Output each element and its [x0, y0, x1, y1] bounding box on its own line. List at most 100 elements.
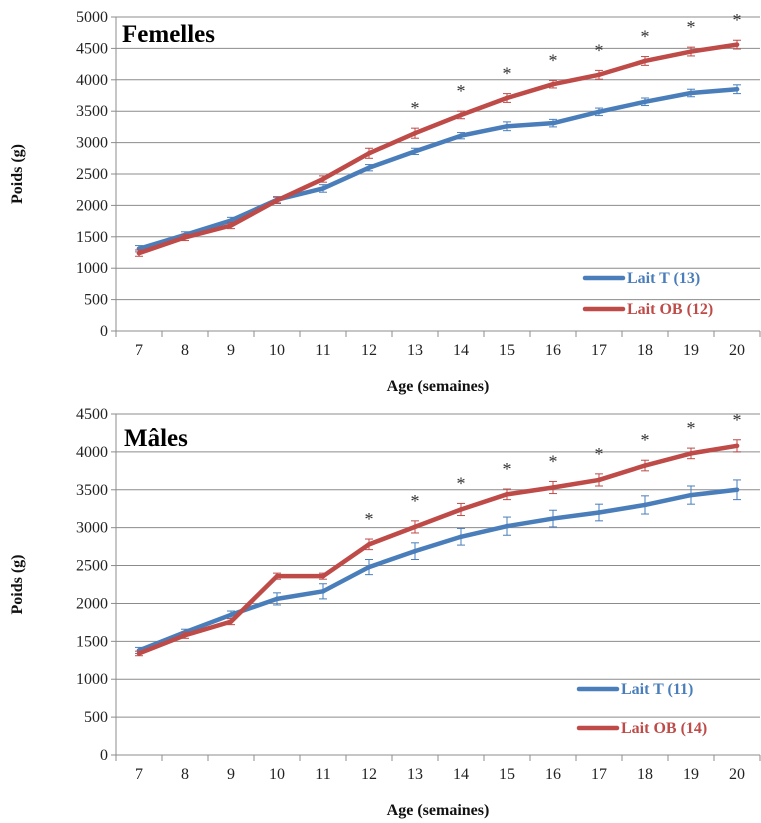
legend-label: Lait T (13): [627, 270, 700, 287]
data-point: [228, 218, 234, 223]
y-tick-label: 3000: [76, 135, 108, 152]
y-tick-label: 1000: [76, 671, 108, 688]
data-point: [136, 250, 142, 256]
data-point: [734, 86, 740, 92]
data-point: [366, 542, 372, 547]
y-tick-label: 2500: [76, 558, 108, 575]
y-tick-label: 1500: [76, 229, 108, 246]
data-point: [596, 72, 602, 78]
data-point: [596, 109, 602, 115]
x-tick-label: 11: [315, 342, 330, 359]
x-tick-label: 11: [315, 766, 330, 783]
series-line-segment: [596, 502, 648, 515]
series-line-segment: [688, 487, 740, 498]
data-point: [412, 548, 418, 554]
y-tick-label: 5000: [76, 9, 108, 26]
data-point: [734, 487, 740, 493]
x-tick-label: 15: [499, 766, 515, 783]
data-point: [366, 151, 372, 156]
x-tick-label: 12: [361, 342, 377, 359]
y-tick-label: 3000: [76, 520, 108, 537]
data-point: [320, 186, 326, 191]
data-point: [504, 124, 510, 129]
series-line-segment: [504, 516, 556, 529]
legend-entry: Lait T (11): [576, 681, 693, 698]
data-point: [504, 492, 510, 497]
chart-panel-2: 0 500 1000 1500 2000 2500 3000 3500 4000 4500 7 8 9 1…: [9, 406, 761, 819]
x-tick-label: 10: [269, 342, 285, 359]
series-line-segment: [550, 510, 602, 521]
significance-marker: *: [733, 410, 742, 430]
data-point: [504, 95, 510, 101]
y-tick-label: 0: [100, 747, 108, 764]
data-point: [228, 619, 234, 624]
y-tick-label: 2000: [76, 595, 108, 612]
x-tick-label: 19: [683, 766, 699, 783]
series-line-segment: [320, 165, 372, 191]
y-tick-label: 0: [100, 323, 108, 340]
data-point: [458, 112, 464, 118]
data-point: [688, 90, 694, 96]
series-line-segment: [228, 198, 280, 228]
series-line-segment: [320, 151, 372, 182]
data-point: [274, 573, 280, 579]
legend-label: Lait OB (14): [621, 720, 707, 737]
y-tick-label: 2000: [76, 197, 108, 214]
x-tick-label: 7: [135, 766, 143, 783]
y-tick-label: 4000: [76, 72, 108, 89]
data-point: [550, 516, 556, 521]
data-point: [596, 477, 602, 483]
significance-marker: *: [641, 430, 650, 450]
series-line-segment: [504, 485, 556, 497]
significance-marker: *: [733, 10, 742, 30]
series-line-segment: [366, 149, 418, 170]
data-point: [550, 485, 556, 490]
y-tick-label: 500: [84, 292, 108, 309]
significance-marker: *: [595, 444, 604, 464]
series-line-segment: [642, 90, 694, 105]
series-line-segment: [274, 589, 326, 602]
x-tick-label: 20: [729, 766, 745, 783]
series-line-segment: [136, 232, 188, 251]
data-point: [366, 165, 372, 170]
data-point: [458, 507, 464, 512]
data-point: [642, 58, 648, 64]
data-point: [688, 49, 694, 54]
x-tick-label: 9: [227, 766, 235, 783]
series-line-segment: [550, 477, 602, 490]
significance-marker: *: [503, 64, 512, 84]
data-point: [412, 130, 418, 136]
data-point: [320, 176, 326, 182]
series-1: [135, 479, 741, 654]
series-line-segment: [458, 124, 510, 138]
series-line-segment: [550, 109, 602, 126]
data-point: [228, 612, 234, 618]
data-point: [734, 42, 740, 47]
data-point: [136, 651, 142, 656]
data-point: [412, 149, 418, 154]
panel-title: Femelles: [122, 21, 215, 48]
x-axis-title: Age (semaines): [387, 802, 490, 819]
significance-marker: *: [411, 98, 420, 118]
data-point: [642, 463, 648, 468]
data-point: [182, 633, 188, 638]
series-line-segment: [182, 619, 234, 638]
y-tick-label: 500: [84, 709, 108, 726]
data-point: [182, 235, 188, 240]
x-tick-label: 13: [407, 342, 423, 359]
series-line-segment: [458, 95, 510, 118]
series-line-segment: [596, 463, 648, 483]
x-tick-label: 9: [227, 342, 235, 359]
panel-title: Mâles: [124, 425, 188, 452]
data-point: [688, 492, 694, 498]
x-tick-label: 14: [453, 342, 469, 359]
data-point: [274, 198, 280, 203]
x-axis-title: Age (semaines): [387, 378, 490, 395]
data-point: [320, 589, 326, 594]
legend-entry: Lait T (13): [582, 270, 700, 287]
legend-label: Lait OB (12): [627, 301, 713, 318]
legend-entry: Lait OB (14): [576, 720, 707, 737]
series-line-segment: [412, 112, 464, 136]
series-line-segment: [412, 133, 464, 154]
x-tick-label: 10: [269, 766, 285, 783]
